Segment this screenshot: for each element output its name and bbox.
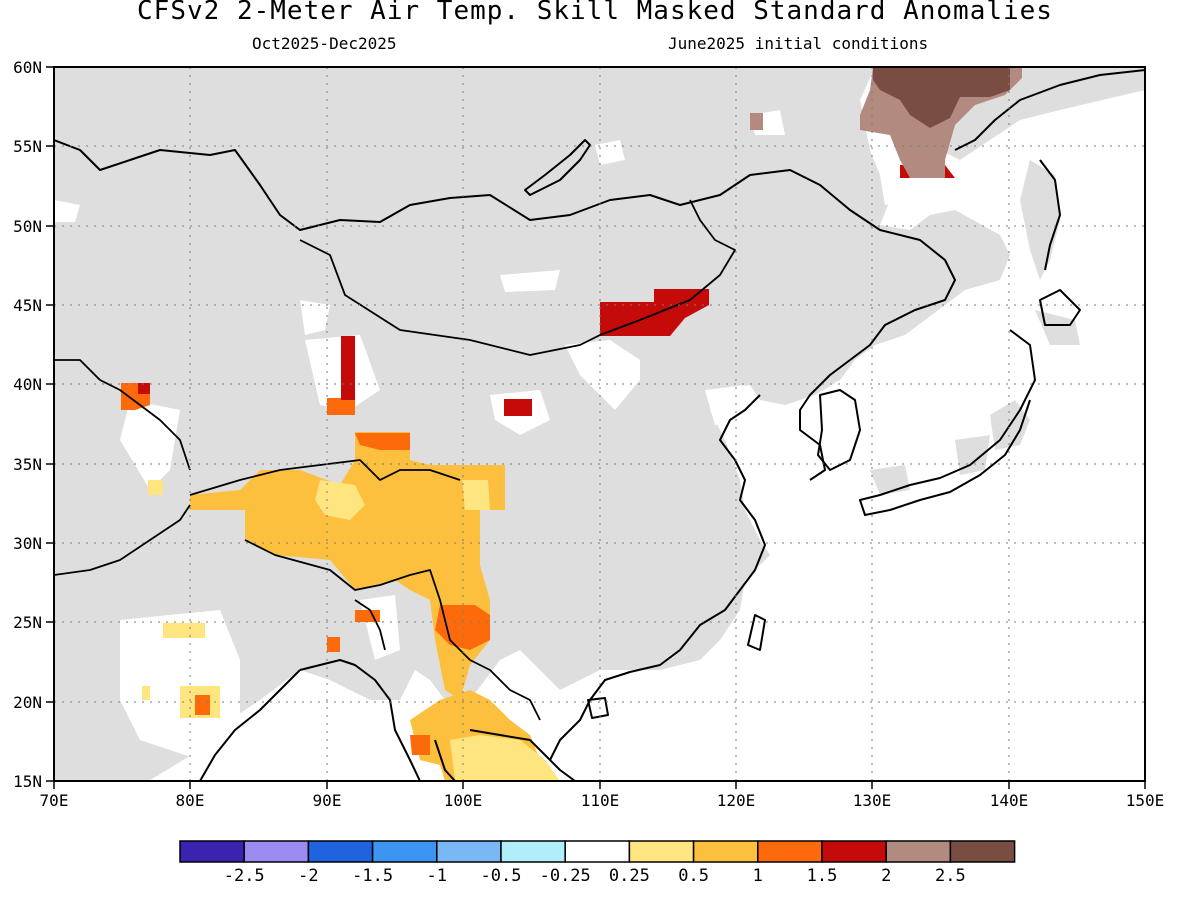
colorbar-swatch xyxy=(436,840,502,863)
colorbar-swatch xyxy=(949,840,1016,863)
unmasked-holes xyxy=(54,110,920,760)
colorbar-swatch xyxy=(243,840,310,863)
colorbar-swatch xyxy=(179,840,245,863)
colorbar-swatch xyxy=(757,840,823,863)
patch-tarim-red xyxy=(341,336,355,400)
patch-light-yellow-6 xyxy=(148,480,163,495)
figure-title: CFSv2 2-Meter Air Temp. Skill Masked Sta… xyxy=(137,0,1053,26)
colorbar-label: 0.25 xyxy=(609,866,650,886)
patch-light-yellow-1 xyxy=(315,480,365,520)
lon-label: 140E xyxy=(990,791,1029,810)
patch-siberia-dark-brown xyxy=(873,67,1010,128)
colorbar-label: 2 xyxy=(881,866,891,886)
patch-assam xyxy=(355,610,380,622)
anomaly-patches xyxy=(121,67,1022,781)
lat-label: 20N xyxy=(13,693,42,712)
patch-siberia-small-brown xyxy=(750,113,763,130)
lat-label: 60N xyxy=(13,58,42,77)
patch-tibetan-plateau xyxy=(190,432,505,700)
patch-burma-orange xyxy=(410,735,430,755)
colorbar-label: 0.5 xyxy=(678,866,709,886)
lat-label: 55N xyxy=(13,137,42,156)
lon-label: 130E xyxy=(853,791,892,810)
colorbar-label: -1 xyxy=(427,866,447,886)
colorbar-swatch xyxy=(307,840,374,863)
colorbar-swatch xyxy=(564,840,631,863)
lat-label: 50N xyxy=(13,217,42,236)
patch-light-yellow-3 xyxy=(163,623,205,638)
coastlines xyxy=(54,69,1145,781)
lon-label: 110E xyxy=(581,791,620,810)
patch-pamir-red xyxy=(138,383,150,394)
lat-label: 45N xyxy=(13,296,42,315)
colorbar: -2.5 -2 -1.5 -1 -0.5 -0.25 0.25 0.5 1 1.5 2 2.5 xyxy=(179,840,1016,886)
lon-label: 80E xyxy=(176,791,205,810)
forecast-period: Oct2025-Dec2025 xyxy=(252,34,397,53)
colorbar-label: -2 xyxy=(298,866,318,886)
colorbar-swatch xyxy=(885,840,952,863)
colorbar-label: -1.5 xyxy=(352,866,393,886)
latitude-labels: 60N 55N 50N 45N 40N 35N 30N 25N 20N 15N xyxy=(13,58,42,791)
lon-label: 150E xyxy=(1126,791,1165,810)
axis-ticks xyxy=(46,66,1146,789)
colorbar-label: 2.5 xyxy=(935,866,966,886)
patch-bengal xyxy=(327,637,340,652)
lat-label: 40N xyxy=(13,375,42,394)
lat-label: 25N xyxy=(13,613,42,632)
lat-label: 35N xyxy=(13,455,42,474)
patch-gansu-red xyxy=(504,399,532,416)
colorbar-swatch xyxy=(692,840,759,863)
lat-label: 15N xyxy=(13,772,42,791)
colorbar-swatch xyxy=(371,840,438,863)
patch-tibet-rim xyxy=(355,433,410,450)
colorbar-label: -2.5 xyxy=(224,866,265,886)
longitude-labels: 70E 80E 90E 100E 110E 120E 130E 140E 150… xyxy=(40,791,1165,810)
colorbar-label: -0.5 xyxy=(481,866,522,886)
lon-label: 100E xyxy=(444,791,483,810)
patch-light-yellow-2 xyxy=(462,480,490,510)
colorbar-label: -0.25 xyxy=(540,866,591,886)
lon-label: 70E xyxy=(40,791,69,810)
graticule xyxy=(54,67,1145,781)
colorbar-swatch xyxy=(821,840,887,863)
colorbar-label: 1.5 xyxy=(807,866,838,886)
patch-india-orange xyxy=(195,695,210,715)
patch-indochina-light xyxy=(450,735,560,781)
lon-label: 90E xyxy=(313,791,342,810)
lat-label: 30N xyxy=(13,534,42,553)
colorbar-swatch xyxy=(500,840,566,863)
colorbar-label: 1 xyxy=(753,866,763,886)
patch-tarim-orange xyxy=(327,398,355,415)
patch-light-yellow-5 xyxy=(142,686,150,700)
initial-conditions: June2025 initial conditions xyxy=(668,34,929,53)
lon-label: 120E xyxy=(717,791,756,810)
colorbar-swatch xyxy=(628,840,695,863)
